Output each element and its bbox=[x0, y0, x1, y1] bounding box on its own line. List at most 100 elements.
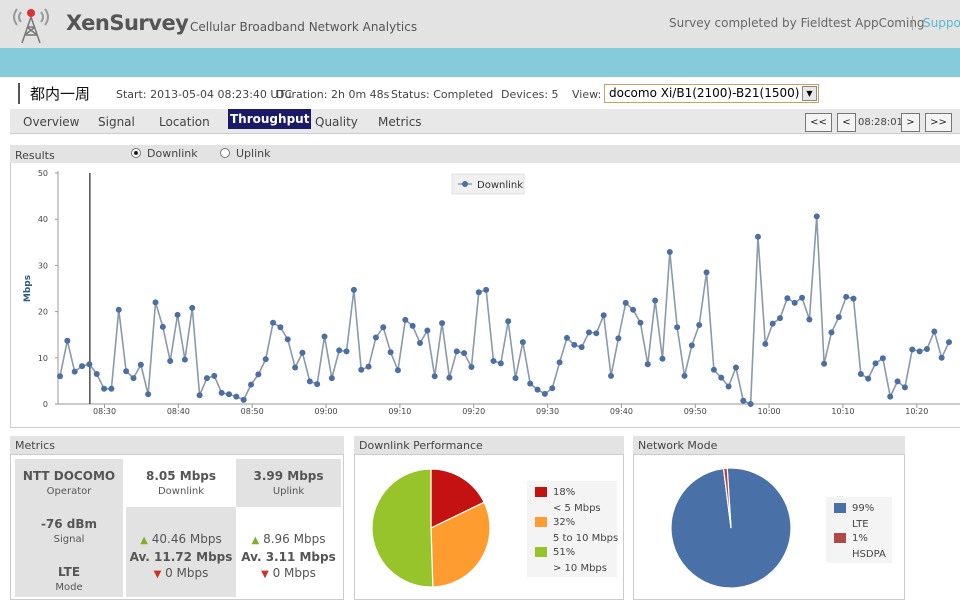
downlink-point bbox=[762, 340, 769, 347]
downlink-point bbox=[299, 349, 306, 356]
triangle-up-icon: ▲ bbox=[251, 535, 260, 546]
antenna-logo-icon bbox=[13, 8, 49, 44]
downlink-label: Downlink bbox=[157, 486, 205, 497]
downlink-point bbox=[777, 315, 784, 322]
downlink-point bbox=[343, 348, 350, 355]
y-tick-label: 10 bbox=[38, 354, 48, 363]
downlink-point bbox=[630, 306, 637, 313]
legend-swatch-lt5 bbox=[535, 487, 547, 497]
downlink-point bbox=[659, 355, 666, 362]
downlink-point bbox=[174, 311, 181, 318]
downlink-point bbox=[747, 401, 754, 407]
downlink-point bbox=[835, 314, 842, 321]
uplink-radio[interactable]: Uplink bbox=[220, 147, 271, 160]
header-accent-bar bbox=[0, 48, 960, 77]
x-tick-label: 08:50 bbox=[241, 407, 264, 416]
downlink-radio[interactable]: Downlink bbox=[131, 147, 198, 160]
downlink-point bbox=[857, 370, 864, 377]
x-tick-label: 10:20 bbox=[905, 407, 928, 416]
throughput-chart: 0 10 20 30 40 50 08:30 08:40 08:50 09:00 09:10 09:2… bbox=[23, 169, 960, 416]
downlink-point bbox=[270, 319, 277, 326]
next-button[interactable]: > bbox=[901, 113, 920, 132]
legend-swatch-hsdpa bbox=[834, 533, 846, 543]
triangle-down-icon: ▼ bbox=[261, 569, 269, 580]
prev-button[interactable]: < bbox=[837, 113, 856, 132]
downlink-point bbox=[541, 390, 548, 397]
first-button[interactable]: << bbox=[805, 113, 832, 132]
downlink-point bbox=[71, 368, 78, 375]
downlink-point bbox=[248, 381, 255, 388]
downlink-point bbox=[754, 233, 761, 240]
downlink-point bbox=[277, 324, 284, 331]
radio-unchecked-icon[interactable] bbox=[220, 148, 230, 158]
tab-quality[interactable]: Quality bbox=[315, 115, 358, 129]
time-display: 08:28:01 bbox=[858, 117, 903, 128]
downlink-point bbox=[57, 373, 63, 380]
tab-location[interactable]: Location bbox=[159, 115, 210, 129]
y-tick-label: 30 bbox=[38, 261, 48, 270]
downlink-slice-2 bbox=[371, 468, 434, 588]
chevron-down-icon[interactable]: ▼ bbox=[802, 86, 817, 101]
legend-swatch-5to10 bbox=[535, 517, 547, 527]
tab-signal[interactable]: Signal bbox=[98, 115, 135, 129]
view-select[interactable]: docomo Xi/B1(2100)-B21(1500) ▼ bbox=[604, 84, 819, 103]
survey-status: Status: Completed bbox=[391, 88, 494, 101]
survey-info-bar: 都内一周 Start: 2013-05-04 08:23:40 UTC Dura… bbox=[0, 80, 960, 106]
downlink-point bbox=[556, 359, 563, 366]
support-link[interactable]: Support bbox=[912, 16, 960, 30]
downlink-point bbox=[446, 374, 453, 381]
metrics-uplink-box bbox=[236, 459, 341, 507]
network-mode-panel: 99% LTE 1% HSDPA bbox=[633, 454, 905, 600]
downlink-point bbox=[821, 360, 828, 367]
downlink-point bbox=[946, 339, 952, 346]
tab-throughput[interactable]: Throughput bbox=[228, 109, 312, 129]
downlink-point bbox=[879, 355, 886, 362]
downlink-point bbox=[292, 364, 299, 371]
dl-avg: Av. 11.72 Mbps bbox=[129, 550, 233, 564]
downlink-point bbox=[115, 306, 122, 313]
ul-min: 0 Mbps bbox=[272, 566, 316, 580]
operator-label: Operator bbox=[46, 486, 92, 497]
downlink-point bbox=[350, 286, 357, 293]
downlink-point bbox=[461, 350, 468, 357]
radio-checked-icon[interactable] bbox=[131, 148, 141, 158]
downlink-radio-label: Downlink bbox=[147, 147, 198, 160]
downlink-point bbox=[505, 318, 512, 325]
y-tick-label: 20 bbox=[38, 308, 48, 317]
downlink-point bbox=[784, 295, 791, 302]
downlink-point bbox=[314, 381, 321, 388]
downlink-point bbox=[828, 329, 835, 336]
triangle-down-icon: ▼ bbox=[153, 569, 162, 580]
downlink-point bbox=[585, 329, 592, 336]
app-subtitle: Cellular Broadband Network Analytics bbox=[190, 20, 418, 34]
x-tick-label: 09:40 bbox=[610, 407, 633, 416]
survey-start: Start: 2013-05-04 08:23:40 UTC bbox=[116, 88, 293, 101]
downlink-point bbox=[203, 375, 210, 382]
downlink-point bbox=[652, 297, 659, 304]
legend-pct-lte: 99% bbox=[852, 503, 875, 514]
last-button[interactable]: >> bbox=[925, 113, 952, 132]
legend-name-gt10: > 10 Mbps bbox=[553, 563, 607, 574]
downlink-legend: 18% < 5 Mbps 32% 5 to 10 Mbps 51% > 10 M… bbox=[527, 481, 618, 577]
y-tick-label: 50 bbox=[38, 169, 48, 178]
downlink-slice-0 bbox=[430, 468, 485, 529]
downlink-pie-chart bbox=[371, 468, 491, 588]
tab-metrics[interactable]: Metrics bbox=[378, 115, 422, 129]
downlink-point bbox=[710, 366, 717, 373]
survey-devices: Devices: 5 bbox=[501, 88, 559, 101]
downlink-point bbox=[681, 372, 688, 379]
y-axis-label: Mbps bbox=[23, 275, 33, 302]
downlink-point bbox=[365, 363, 372, 370]
x-tick-label: 09:00 bbox=[315, 407, 338, 416]
downlink-point bbox=[791, 299, 798, 306]
downlink-point bbox=[189, 304, 196, 311]
downlink-point bbox=[483, 286, 490, 293]
downlink-point bbox=[490, 358, 497, 365]
metrics-header: Metrics bbox=[10, 436, 344, 454]
x-tick-label: 09:20 bbox=[462, 407, 485, 416]
downlink-point bbox=[725, 383, 732, 390]
downlink-point bbox=[916, 348, 923, 355]
downlink-point bbox=[159, 323, 166, 330]
downlink-point bbox=[732, 364, 739, 371]
tab-overview[interactable]: Overview bbox=[23, 115, 80, 129]
